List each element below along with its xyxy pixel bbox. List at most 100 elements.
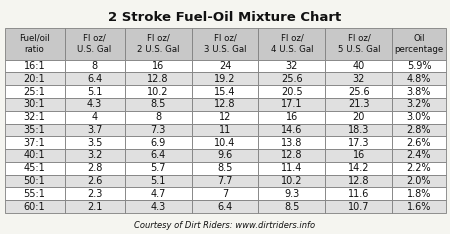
Bar: [64, 175, 125, 187]
Text: 3.0%: 3.0%: [407, 112, 431, 122]
Bar: [4, 85, 64, 98]
Text: 6.9: 6.9: [150, 138, 166, 148]
Text: 2.4%: 2.4%: [407, 150, 431, 161]
Bar: [4, 124, 64, 136]
Text: 7.3: 7.3: [150, 125, 166, 135]
Text: 30:1: 30:1: [24, 99, 45, 109]
Text: 2.6: 2.6: [87, 176, 102, 186]
Text: Fl oz/
2 U.S. Gal: Fl oz/ 2 U.S. Gal: [137, 34, 179, 54]
Text: 16:1: 16:1: [24, 61, 45, 71]
Text: 37:1: 37:1: [24, 138, 45, 148]
Bar: [64, 162, 125, 175]
Bar: [258, 200, 325, 213]
Text: 2 Stroke Fuel-Oil Mixture Chart: 2 Stroke Fuel-Oil Mixture Chart: [108, 11, 342, 24]
Text: 5.9%: 5.9%: [407, 61, 431, 71]
Bar: [125, 187, 192, 200]
Text: 8: 8: [91, 61, 98, 71]
Text: 35:1: 35:1: [24, 125, 45, 135]
Text: 16: 16: [152, 61, 164, 71]
Text: 25:1: 25:1: [23, 87, 45, 97]
Text: Fl oz/
4 U.S. Gal: Fl oz/ 4 U.S. Gal: [271, 34, 313, 54]
Bar: [4, 98, 64, 111]
Text: 3.5: 3.5: [87, 138, 102, 148]
Bar: [192, 136, 258, 149]
Bar: [192, 73, 258, 85]
Bar: [4, 28, 64, 60]
Text: 55:1: 55:1: [23, 189, 45, 199]
Text: 12.8: 12.8: [147, 74, 169, 84]
Text: 5.7: 5.7: [150, 163, 166, 173]
Bar: [4, 175, 64, 187]
Text: 12.8: 12.8: [281, 150, 303, 161]
Bar: [325, 85, 392, 98]
Bar: [258, 175, 325, 187]
Bar: [125, 200, 192, 213]
Text: 3.8%: 3.8%: [407, 87, 431, 97]
Text: 16: 16: [286, 112, 298, 122]
Text: 18.3: 18.3: [348, 125, 369, 135]
Bar: [392, 175, 446, 187]
Text: Oil
percentage: Oil percentage: [394, 34, 444, 54]
Text: Fl oz/
5 U.S. Gal: Fl oz/ 5 U.S. Gal: [338, 34, 380, 54]
Bar: [392, 85, 446, 98]
Text: 4.3: 4.3: [87, 99, 102, 109]
Text: 7.7: 7.7: [217, 176, 233, 186]
Bar: [392, 200, 446, 213]
Bar: [325, 60, 392, 73]
Bar: [325, 149, 392, 162]
Bar: [325, 124, 392, 136]
Bar: [392, 60, 446, 73]
Text: 14.6: 14.6: [281, 125, 303, 135]
Bar: [325, 98, 392, 111]
Bar: [64, 149, 125, 162]
Bar: [64, 28, 125, 60]
Bar: [258, 98, 325, 111]
Text: 3.2: 3.2: [87, 150, 102, 161]
Text: 20.5: 20.5: [281, 87, 303, 97]
Text: Fl oz/
U.S. Gal: Fl oz/ U.S. Gal: [77, 34, 112, 54]
Bar: [192, 98, 258, 111]
Text: 2.8%: 2.8%: [407, 125, 431, 135]
Bar: [64, 187, 125, 200]
Bar: [258, 124, 325, 136]
Bar: [4, 73, 64, 85]
Text: 32: 32: [353, 74, 365, 84]
Bar: [325, 187, 392, 200]
Bar: [325, 136, 392, 149]
Text: 12.8: 12.8: [214, 99, 236, 109]
Bar: [4, 149, 64, 162]
Text: 40: 40: [353, 61, 365, 71]
Bar: [64, 111, 125, 124]
Bar: [4, 162, 64, 175]
Bar: [392, 98, 446, 111]
Text: 12: 12: [219, 112, 231, 122]
Text: 10.2: 10.2: [281, 176, 303, 186]
Text: 15.4: 15.4: [214, 87, 236, 97]
Bar: [192, 187, 258, 200]
Bar: [325, 200, 392, 213]
Text: Courtesy of Dirt Riders: www.dirtriders.info: Courtesy of Dirt Riders: www.dirtriders.…: [135, 221, 315, 230]
Bar: [64, 60, 125, 73]
Text: 17.3: 17.3: [348, 138, 369, 148]
Bar: [125, 162, 192, 175]
Text: 50:1: 50:1: [24, 176, 45, 186]
Text: 25.6: 25.6: [281, 74, 303, 84]
Text: 8.5: 8.5: [284, 201, 300, 212]
Text: 14.2: 14.2: [348, 163, 369, 173]
Bar: [64, 73, 125, 85]
Bar: [392, 124, 446, 136]
Text: 21.3: 21.3: [348, 99, 369, 109]
Text: 6.4: 6.4: [87, 74, 102, 84]
Bar: [192, 175, 258, 187]
Text: 19.2: 19.2: [214, 74, 236, 84]
Bar: [4, 187, 64, 200]
Text: 24: 24: [219, 61, 231, 71]
Bar: [258, 85, 325, 98]
Bar: [192, 162, 258, 175]
Bar: [192, 149, 258, 162]
Bar: [192, 124, 258, 136]
Bar: [192, 111, 258, 124]
Text: 2.2%: 2.2%: [407, 163, 431, 173]
Bar: [258, 149, 325, 162]
Bar: [64, 98, 125, 111]
